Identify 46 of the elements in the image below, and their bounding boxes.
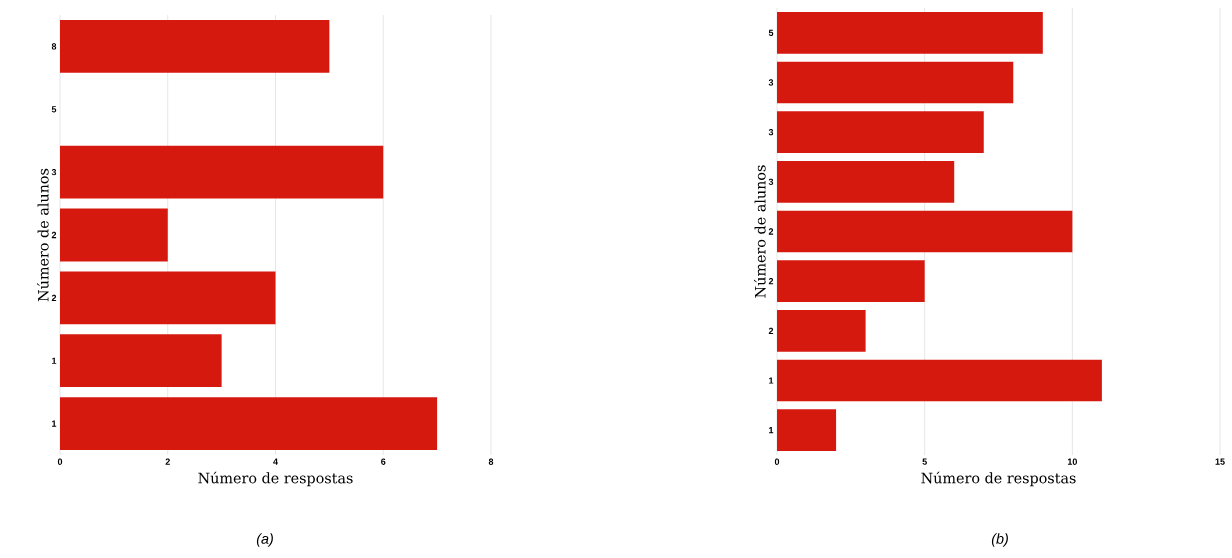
x-tick-label: 0 (774, 458, 780, 465)
text: (a) (256, 533, 273, 547)
y-tick-label: 3 (768, 79, 774, 86)
x-tick-label: 8 (488, 458, 494, 465)
y-tick-label: 2 (51, 294, 57, 301)
x-axis-title: Número de respostas (921, 471, 1076, 487)
bar (60, 208, 168, 262)
y-tick-label: 5 (51, 106, 57, 113)
y-tick-label: 1 (769, 377, 774, 384)
bar (777, 210, 1073, 253)
x-tick-label: 5 (922, 458, 927, 465)
bar (60, 334, 222, 388)
bar (777, 409, 837, 452)
y-tick-label: 2 (768, 327, 774, 334)
x-tick-label: 15 (1215, 458, 1225, 465)
bar (777, 260, 925, 303)
bar (60, 397, 438, 450)
bar (60, 271, 276, 325)
y-tick-label: 2 (51, 231, 57, 239)
bar (777, 359, 1102, 402)
bar (777, 309, 866, 352)
x-tick-label: 2 (165, 458, 170, 465)
x-tick-label: 10 (1067, 458, 1077, 465)
y-tick-label: 3 (51, 168, 57, 176)
y-axis-title: Número de alunos (753, 165, 766, 298)
bar (777, 111, 984, 154)
bar (777, 11, 1043, 54)
y-tick-label: 1 (52, 420, 57, 427)
y-tick-label: 1 (52, 357, 57, 364)
y-tick-label: 8 (51, 43, 57, 50)
bar (60, 20, 330, 73)
y-tick-label: 2 (768, 278, 774, 285)
x-tick-label: 4 (273, 458, 278, 465)
x-tick-label: 6 (381, 458, 386, 465)
x-axis-title: Número de respostas (198, 471, 353, 487)
text: (b) (991, 533, 1008, 547)
y-tick-label: 3 (768, 128, 774, 136)
bar (60, 145, 384, 199)
y-tick-label: 2 (768, 228, 774, 235)
bar (777, 160, 955, 203)
y-tick-label: 1 (769, 427, 774, 434)
y-tick-label: 3 (768, 178, 774, 186)
y-tick-label: 5 (768, 29, 774, 36)
x-tick-label: 0 (57, 458, 63, 465)
y-axis-title: Número de alunos (36, 168, 49, 302)
bar (777, 61, 1014, 104)
